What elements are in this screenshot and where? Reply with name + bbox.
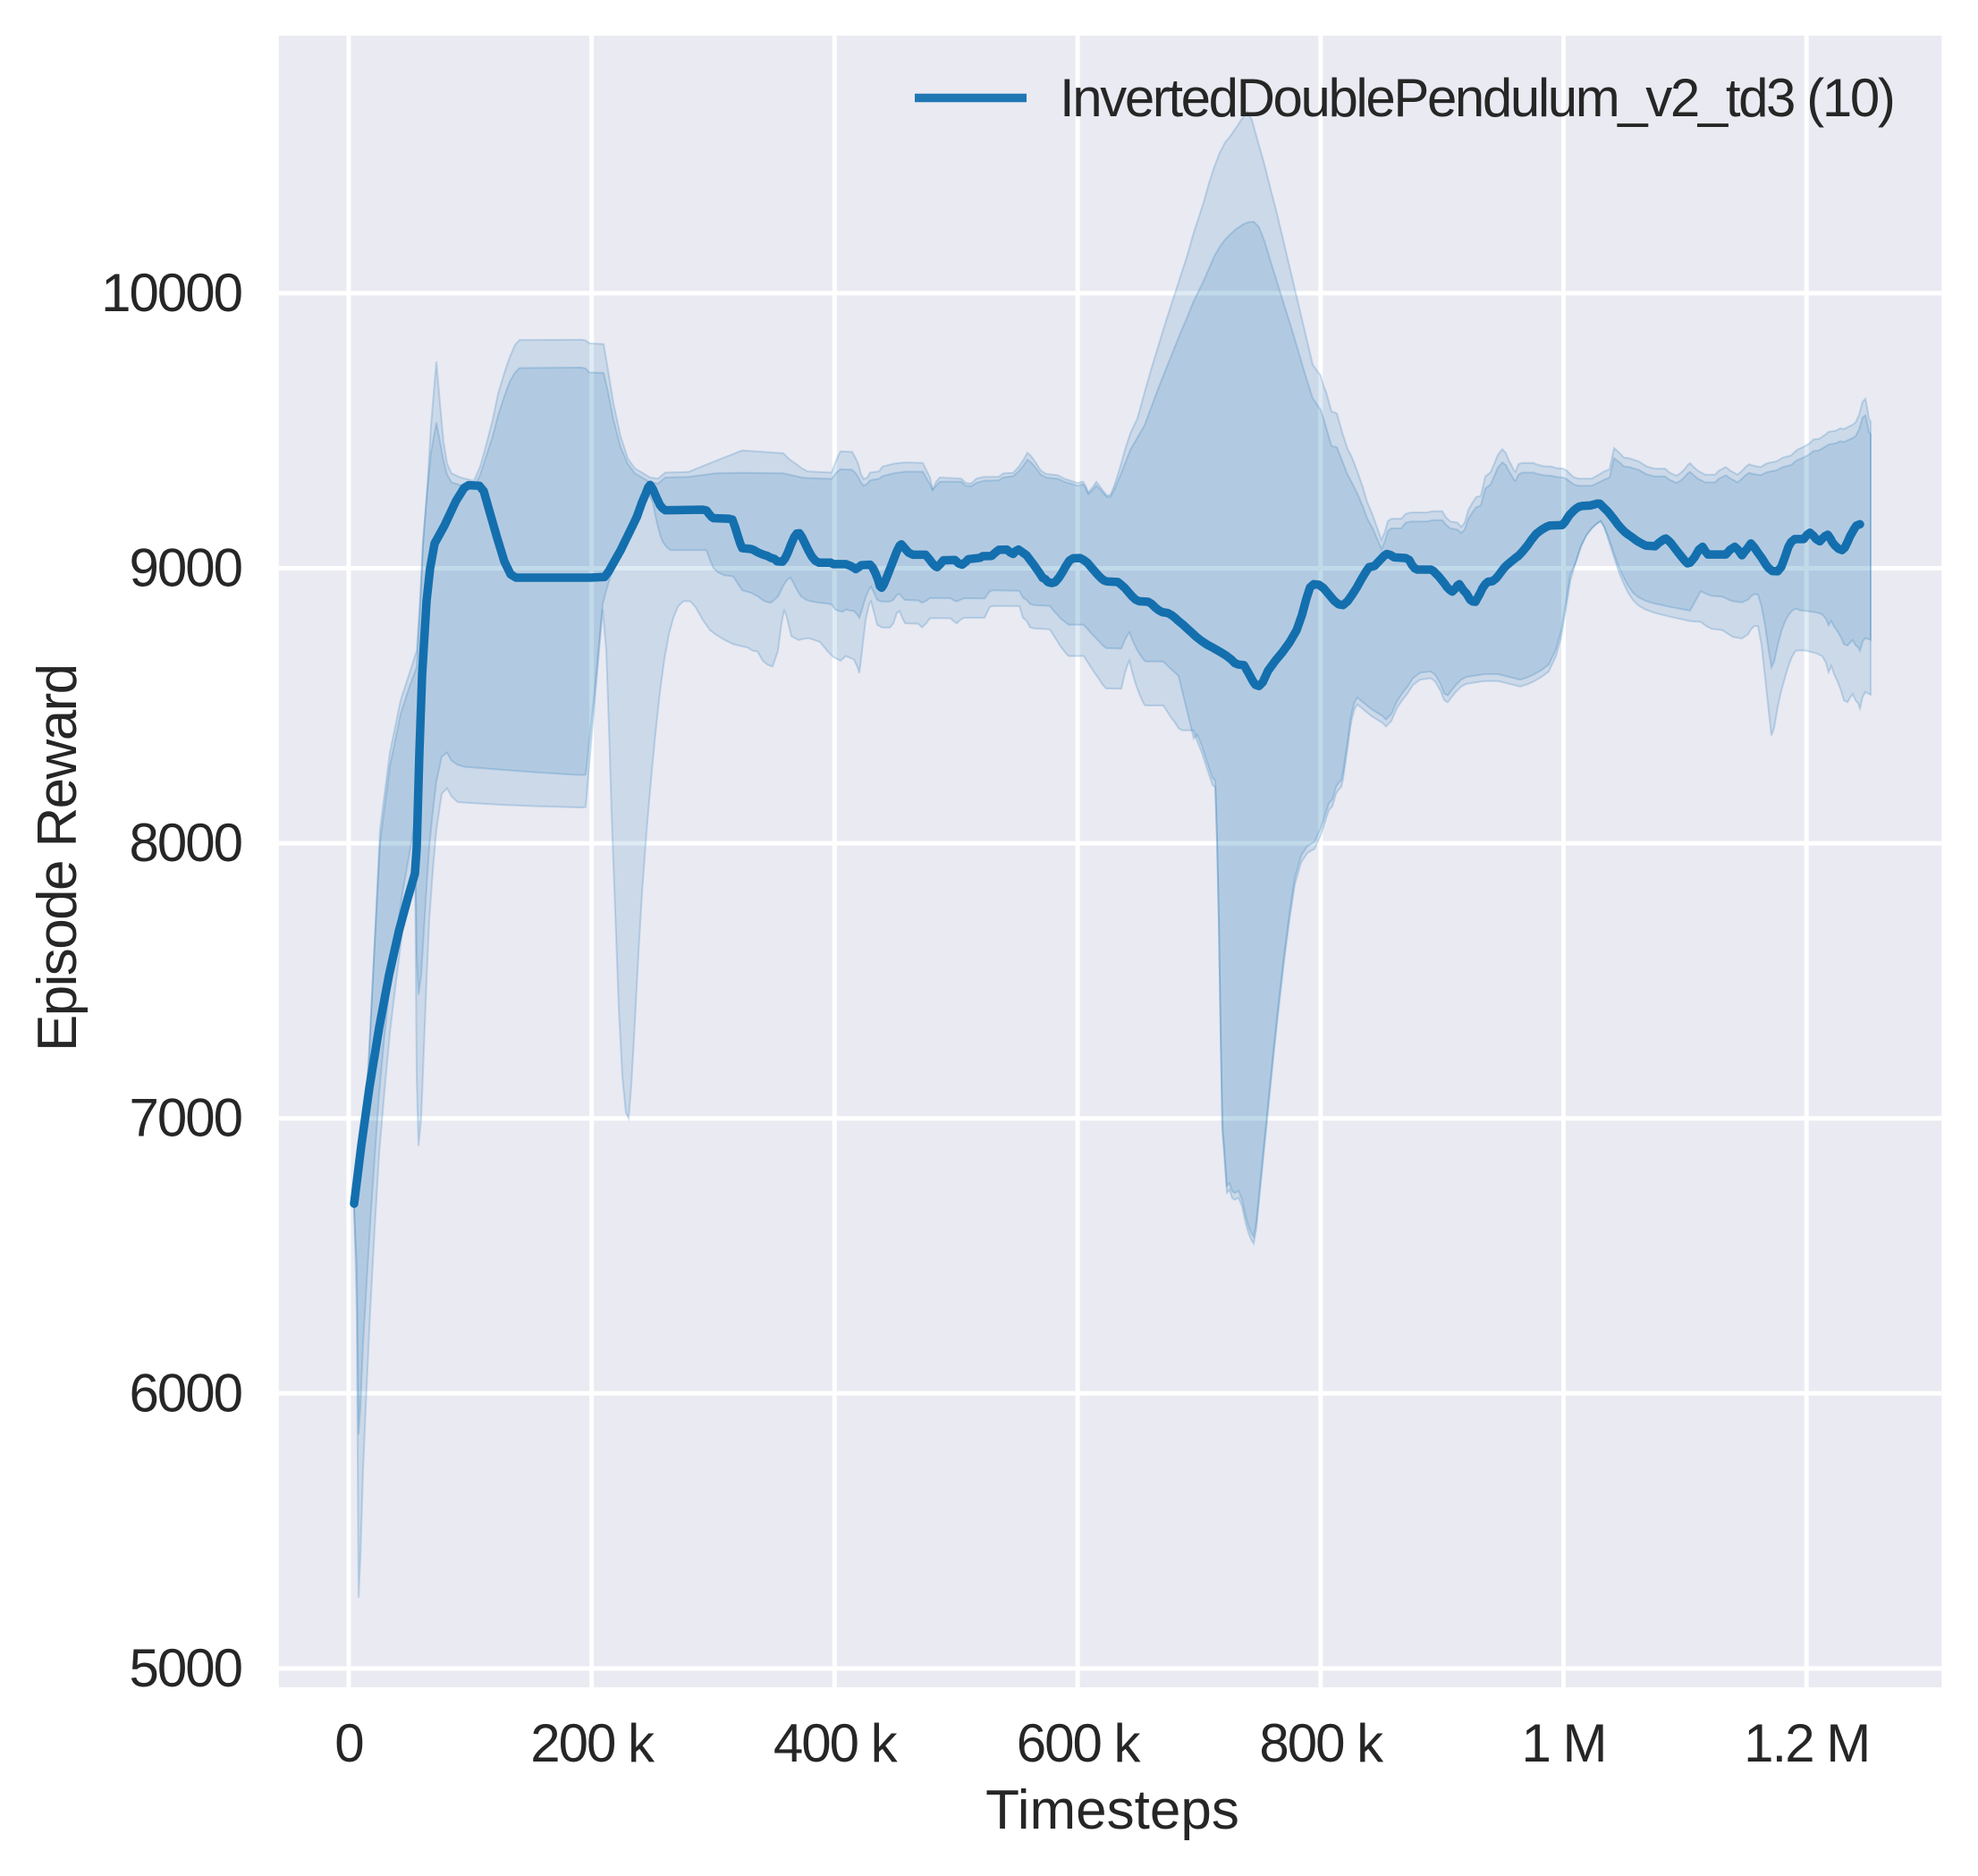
svg-text:0: 0 [334, 1713, 363, 1773]
svg-text:800 k: 800 k [1259, 1713, 1384, 1773]
svg-text:8000: 8000 [130, 813, 242, 873]
svg-text:400 k: 400 k [773, 1713, 899, 1773]
svg-text:200 k: 200 k [530, 1713, 655, 1773]
svg-text:5000: 5000 [130, 1638, 242, 1698]
svg-text:9000: 9000 [130, 538, 242, 598]
svg-text:Episode Reward: Episode Reward [27, 664, 89, 1052]
svg-text:1 M: 1 M [1521, 1713, 1605, 1773]
svg-text:600 k: 600 k [1017, 1713, 1142, 1773]
svg-text:10000: 10000 [101, 263, 241, 323]
svg-text:7000: 7000 [130, 1088, 242, 1148]
svg-text:1.2 M: 1.2 M [1744, 1713, 1869, 1773]
svg-text:6000: 6000 [130, 1363, 242, 1423]
svg-text:Timesteps: Timesteps [985, 1779, 1239, 1841]
svg-text:InvertedDoublePendulum_v2_td3: InvertedDoublePendulum_v2_td3 (10) [1060, 68, 1893, 128]
